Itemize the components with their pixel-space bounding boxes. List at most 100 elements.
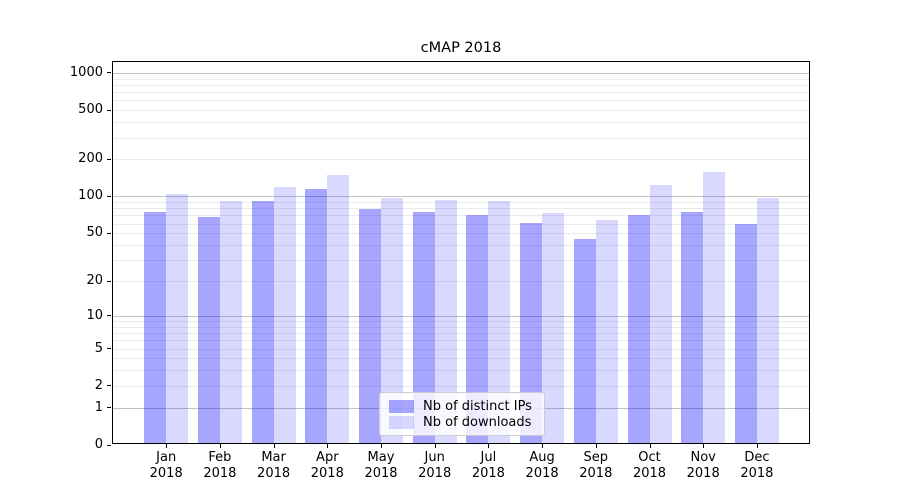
y-tick-label: 1000 <box>69 64 103 80</box>
bar-distinct-ips-sep <box>573 238 596 443</box>
x-tick-year: 2018 <box>418 465 452 481</box>
minor-gridline <box>113 260 809 262</box>
minor-gridline <box>113 281 809 283</box>
minor-gridline <box>113 215 809 217</box>
bar-distinct-ips-may <box>359 209 381 443</box>
minor-gridline <box>113 84 809 86</box>
x-tick-mark <box>166 444 168 448</box>
minor-gridline <box>113 122 809 124</box>
y-tick-mark <box>107 232 111 234</box>
x-tick-label-dec: Dec 2018 <box>729 450 785 481</box>
x-tick-year: 2018 <box>364 465 398 481</box>
x-tick-year: 2018 <box>310 465 344 481</box>
bar-distinct-ips-jun <box>412 211 435 443</box>
x-tick-mark <box>219 444 221 448</box>
minor-gridline <box>113 78 809 80</box>
minor-gridline <box>113 159 809 161</box>
minor-gridline <box>113 370 809 372</box>
x-tick-month: May <box>367 450 395 465</box>
x-tick-mark <box>703 444 705 448</box>
bar-downloads-jan <box>166 194 189 443</box>
x-tick-label-oct: Oct 2018 <box>622 450 678 481</box>
bar-downloads-jun <box>434 199 457 443</box>
x-tick-year: 2018 <box>579 465 613 481</box>
x-tick-month: Aug <box>529 450 555 465</box>
minor-gridline <box>113 321 809 322</box>
y-tick-mark <box>107 315 111 317</box>
x-tick-year: 2018 <box>686 465 720 481</box>
legend-label-distinct-ips: Nb of distinct IPs <box>423 398 532 414</box>
y-tick-mark <box>107 158 111 160</box>
bar-downloads-dec <box>756 197 779 443</box>
y-tick-label: 5 <box>94 340 103 356</box>
x-tick-mark <box>273 444 275 448</box>
legend-swatch-downloads <box>389 415 414 429</box>
bar-distinct-ips-dec <box>734 223 757 443</box>
minor-gridline <box>113 100 809 102</box>
y-tick-mark <box>107 348 111 349</box>
x-tick-month: Sep <box>583 450 609 465</box>
minor-gridline <box>113 348 809 350</box>
minor-gridline <box>113 223 809 225</box>
bar-distinct-ips-jan <box>144 211 167 443</box>
x-tick-mark <box>488 444 490 448</box>
x-tick-label-jun: Jun 2018 <box>407 450 463 481</box>
x-tick-year: 2018 <box>632 465 667 481</box>
x-tick-year: 2018 <box>471 465 505 481</box>
y-tick-label: 1 <box>94 399 103 415</box>
legend-swatch-distinct-ips <box>389 399 414 413</box>
x-tick-year: 2018 <box>525 465 559 481</box>
x-tick-label-jan: Jan 2018 <box>138 450 194 481</box>
chart-title: cMAP 2018 <box>420 40 502 56</box>
y-tick-label: 100 <box>78 188 103 204</box>
x-tick-month: Jun <box>424 450 445 465</box>
y-tick-label: 20 <box>86 273 103 289</box>
x-tick-label-mar: Mar 2018 <box>246 450 302 481</box>
bar-downloads-aug <box>542 213 565 443</box>
x-tick-label-may: May 2018 <box>353 450 409 481</box>
y-tick-mark <box>107 72 111 74</box>
minor-gridline <box>113 245 809 246</box>
y-tick-mark <box>107 385 111 387</box>
minor-gridline <box>113 110 809 112</box>
bar-distinct-ips-feb <box>197 216 220 443</box>
x-tick-mark <box>649 444 651 448</box>
legend-item-downloads: Nb of downloads <box>389 415 535 430</box>
minor-gridline <box>113 202 809 204</box>
minor-gridline <box>113 340 809 342</box>
minor-gridline <box>113 358 809 360</box>
x-tick-month: Mar <box>261 450 286 465</box>
bar-downloads-nov <box>703 172 726 443</box>
x-tick-year: 2018 <box>257 465 291 481</box>
bar-distinct-ips-jul <box>466 215 489 443</box>
minor-gridline <box>113 233 809 235</box>
y-tick-label: 500 <box>78 102 103 118</box>
x-tick-label-sep: Sep 2018 <box>568 450 624 481</box>
bar-downloads-oct <box>649 184 672 443</box>
major-gridline <box>113 315 809 317</box>
x-tick-month: Jan <box>156 450 177 465</box>
minor-gridline <box>113 326 809 328</box>
y-tick-label: 0 <box>94 437 103 452</box>
bar-downloads-may <box>381 197 403 443</box>
minor-gridline <box>113 208 809 210</box>
legend-label-downloads: Nb of downloads <box>423 414 532 430</box>
x-tick-mark <box>381 444 382 448</box>
x-tick-mark <box>595 444 597 448</box>
bar-distinct-ips-mar <box>251 200 274 443</box>
y-tick-label: 2 <box>94 377 103 393</box>
x-tick-label-feb: Feb 2018 <box>192 450 248 481</box>
legend-item-distinct-ips: Nb of distinct IPs <box>389 399 535 414</box>
y-tick-mark <box>107 444 111 446</box>
y-tick-mark <box>107 280 111 282</box>
legend: Nb of distinct IPs Nb of downloads <box>379 392 545 436</box>
x-tick-month: Jul <box>480 450 497 465</box>
minor-gridline <box>113 333 809 335</box>
minor-gridline <box>113 137 809 139</box>
x-tick-month: Apr <box>316 450 339 465</box>
x-tick-month: Nov <box>690 450 716 465</box>
bar-downloads-mar <box>273 186 296 443</box>
bar-downloads-jul <box>488 200 511 443</box>
minor-gridline <box>113 385 809 387</box>
